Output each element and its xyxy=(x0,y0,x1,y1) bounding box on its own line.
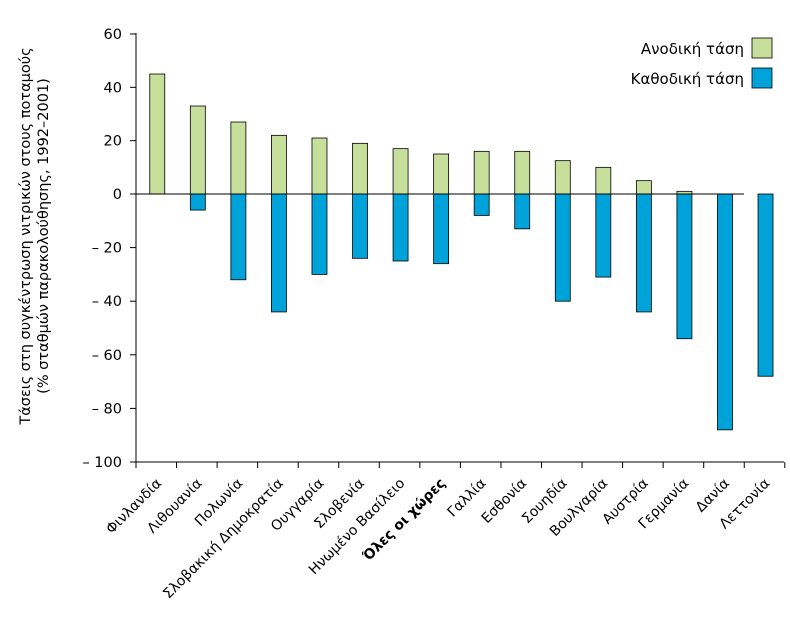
bar-up xyxy=(271,134,287,195)
y-tick-label: 0 xyxy=(113,187,122,203)
y-tick-label: – 100 xyxy=(82,455,122,471)
y-axis-title-line-1: Τάσεις στη συγκέντρωση νιτρικών στους πο… xyxy=(18,47,34,425)
bar-down xyxy=(352,193,368,259)
bar-down xyxy=(554,193,571,302)
y-ticks-group: 60 40 20 0 – 20 – 40 – 60 – 80 – 100 xyxy=(82,27,136,471)
y-tick-label: – 20 xyxy=(92,241,122,257)
bar-down xyxy=(676,193,693,340)
bar-up xyxy=(554,160,571,195)
bar-down xyxy=(473,193,490,216)
legend-swatch xyxy=(751,67,773,89)
bar-down xyxy=(514,193,531,230)
bar-up xyxy=(514,150,531,195)
bar-down xyxy=(392,193,409,262)
bar-down xyxy=(230,193,247,281)
bar-up xyxy=(473,150,490,195)
legend-label: Καθοδική τάση xyxy=(631,70,744,88)
y-tick-label: – 80 xyxy=(92,401,122,417)
y-tick-label: 40 xyxy=(104,80,122,96)
bar-down xyxy=(271,193,287,313)
bar-up xyxy=(392,148,409,195)
y-tick-label: – 40 xyxy=(92,294,122,310)
y-tick-label: – 60 xyxy=(92,348,122,364)
bar-down xyxy=(311,193,328,275)
bar-down xyxy=(717,193,733,431)
bar-down xyxy=(757,193,774,377)
legend-swatch xyxy=(751,37,773,59)
y-axis-title-line-2: (% σταθμών παρακολούθησης, 1992–2001) xyxy=(36,78,52,394)
bar-up xyxy=(352,142,368,195)
bar-up xyxy=(189,105,206,195)
legend: Ανοδική τάση Καθοδική τάση xyxy=(631,37,773,89)
bar-down xyxy=(189,193,206,211)
bar-up xyxy=(433,153,450,195)
bars-group xyxy=(149,73,774,431)
bar-up xyxy=(635,180,652,195)
y-tick-label: 60 xyxy=(104,27,122,43)
bar-up xyxy=(149,73,166,195)
bar-down xyxy=(433,193,450,265)
bar-down xyxy=(635,193,652,313)
bar-down xyxy=(595,193,612,278)
y-axis-title: Τάσεις στη συγκέντρωση νιτρικών στους πο… xyxy=(18,47,52,425)
bar-up xyxy=(595,166,612,195)
legend-label: Ανοδική τάση xyxy=(641,40,744,58)
bar-up xyxy=(311,137,328,195)
bar-up xyxy=(230,121,247,195)
y-tick-label: 20 xyxy=(104,134,122,150)
